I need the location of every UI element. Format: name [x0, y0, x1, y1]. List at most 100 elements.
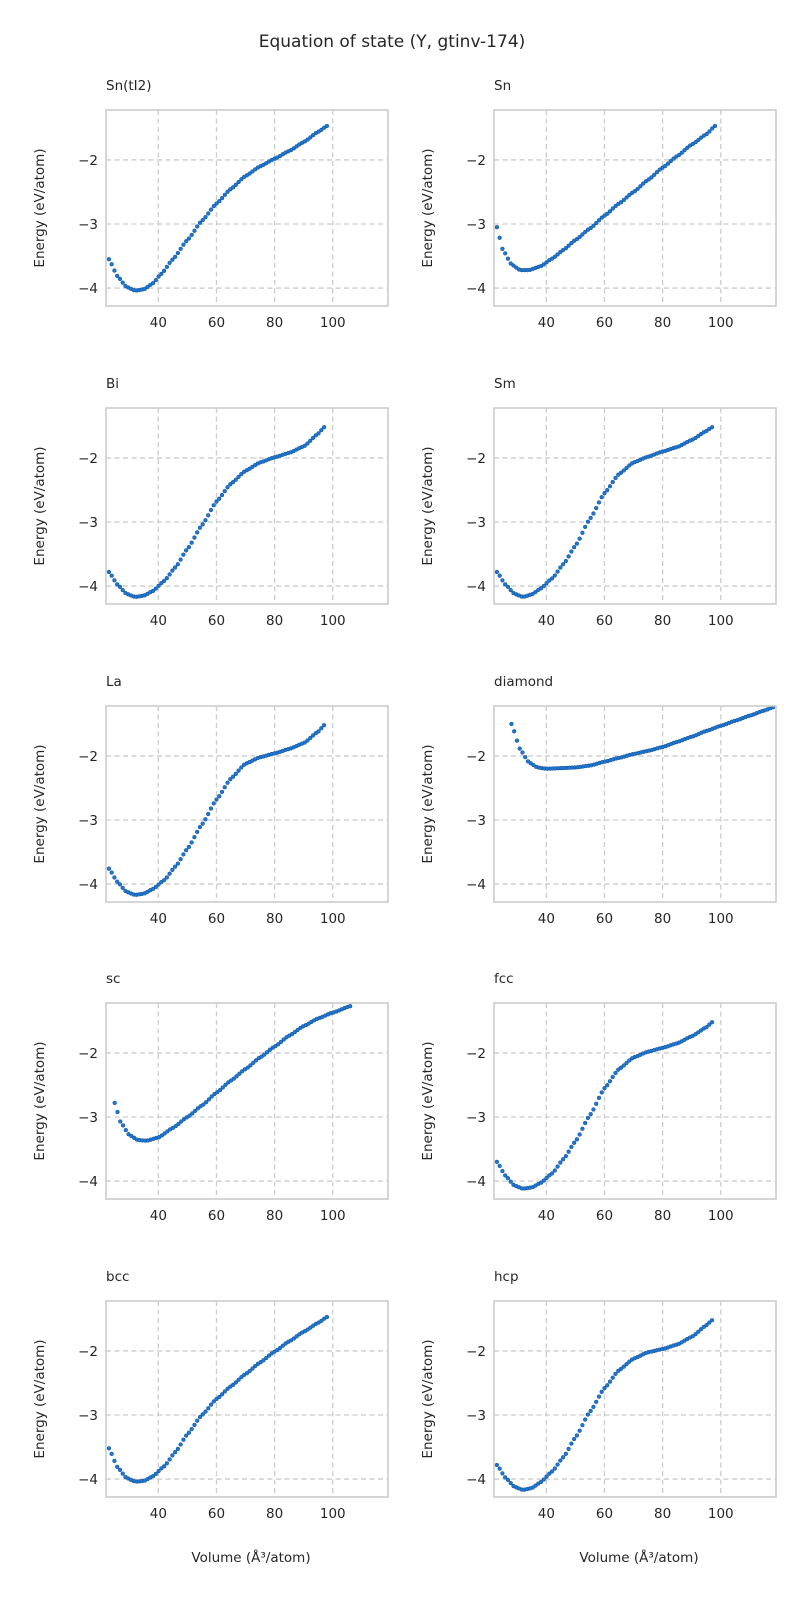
data-point	[585, 1115, 591, 1121]
x-tick-label: 80	[266, 315, 283, 331]
data-point	[605, 211, 610, 216]
data-point	[239, 1374, 244, 1380]
data-point	[704, 1025, 709, 1030]
subplot-title: Sm	[494, 376, 516, 392]
data-point	[563, 1153, 569, 1159]
data-point	[308, 135, 313, 140]
data-point	[201, 1102, 206, 1107]
y-axis-label: Energy (eV/atom)	[32, 744, 48, 863]
data-point	[173, 1449, 178, 1455]
subplot-4: 40 60 80 100 −4 −3 −2 La Energy (eV/atom)	[32, 674, 389, 927]
subplot-title: Sn	[494, 78, 511, 94]
data-point	[505, 256, 511, 261]
data-point	[505, 1477, 511, 1483]
data-point	[621, 1063, 626, 1068]
data-point	[321, 425, 327, 430]
data-point	[112, 578, 117, 583]
data-point	[580, 1126, 585, 1131]
data-point	[231, 1076, 237, 1081]
y-tick-label: −4	[78, 1174, 98, 1190]
subplot-title: Sn(tI2)	[106, 78, 152, 94]
data-point	[225, 485, 230, 490]
data-point	[106, 866, 112, 871]
data-point	[574, 1433, 580, 1438]
subplot-title: hcp	[494, 1269, 519, 1285]
data-point	[230, 480, 236, 485]
subplot-1: 40 60 80 100 −4 −3 −2 Sn Energy (eV/atom)	[420, 78, 777, 331]
data-point	[162, 1131, 167, 1136]
data-point	[324, 1314, 330, 1320]
data-series	[509, 705, 776, 771]
data-point	[253, 1058, 259, 1063]
data-point	[594, 1399, 599, 1405]
data-point	[150, 588, 156, 594]
data-point	[106, 257, 112, 262]
data-point	[150, 281, 156, 286]
data-point	[574, 541, 580, 546]
data-point	[223, 1082, 228, 1087]
data-point	[549, 576, 555, 581]
data-point	[219, 1392, 225, 1397]
y-tick-label: −3	[78, 1110, 98, 1126]
data-point	[707, 1320, 712, 1325]
data-point	[175, 562, 181, 567]
subplot-5: 40 60 80 100 −4 −3 −2 diamond Energy (eV/atom)	[420, 674, 777, 927]
x-tick-label: 40	[538, 315, 555, 331]
data-point	[175, 861, 181, 866]
y-tick-label: −4	[78, 579, 98, 595]
data-point	[624, 465, 629, 471]
data-point	[621, 1364, 626, 1369]
data-point	[494, 1462, 500, 1468]
y-tick-label: −2	[78, 451, 98, 467]
data-point	[237, 1071, 242, 1076]
data-point	[520, 750, 525, 755]
data-point	[118, 1119, 123, 1124]
data-point	[200, 522, 205, 527]
data-point	[109, 573, 114, 578]
data-point	[222, 1389, 227, 1394]
data-point	[222, 785, 227, 790]
data-point	[172, 565, 178, 570]
x-tick-label: 100	[320, 911, 346, 927]
data-point	[208, 1402, 214, 1407]
y-tick-label: −4	[78, 1472, 98, 1488]
data-point	[566, 1446, 571, 1452]
data-point	[505, 1176, 511, 1181]
data-point	[569, 240, 574, 246]
y-tick-label: −3	[78, 515, 98, 531]
data-point	[560, 1157, 566, 1162]
data-point	[571, 1436, 577, 1442]
data-point	[217, 1394, 222, 1400]
data-point	[618, 1366, 624, 1372]
data-series	[106, 123, 330, 293]
data-point	[685, 145, 690, 150]
x-tick-label: 40	[150, 1506, 167, 1522]
axes-frame	[493, 1300, 777, 1498]
data-point	[523, 754, 528, 760]
data-point	[120, 587, 125, 593]
data-point	[156, 882, 161, 887]
subplot-0: 40 60 80 100 −4 −3 −2 Sn(tI2) Energy (eV/atom)	[32, 78, 389, 331]
data-point	[588, 1408, 593, 1414]
data-point	[585, 1412, 591, 1417]
data-point	[618, 470, 624, 475]
data-point	[195, 224, 200, 229]
data-point	[602, 1086, 607, 1091]
axes-frame	[493, 1002, 777, 1200]
subplot-title: diamond	[494, 674, 553, 690]
data-point	[538, 1479, 544, 1485]
data-point	[106, 569, 112, 575]
x-tick-label: 80	[654, 315, 671, 331]
data-point	[696, 1329, 701, 1334]
data-point	[693, 1332, 698, 1337]
data-point	[605, 1383, 610, 1388]
data-point	[552, 1466, 557, 1471]
data-point	[230, 774, 236, 779]
data-series	[106, 1314, 330, 1484]
y-tick-label: −3	[466, 217, 486, 233]
data-point	[563, 558, 569, 564]
axes-frame	[493, 109, 777, 307]
x-tick-label: 100	[708, 1208, 734, 1224]
data-point	[219, 492, 225, 498]
y-tick-label: −4	[466, 877, 486, 893]
